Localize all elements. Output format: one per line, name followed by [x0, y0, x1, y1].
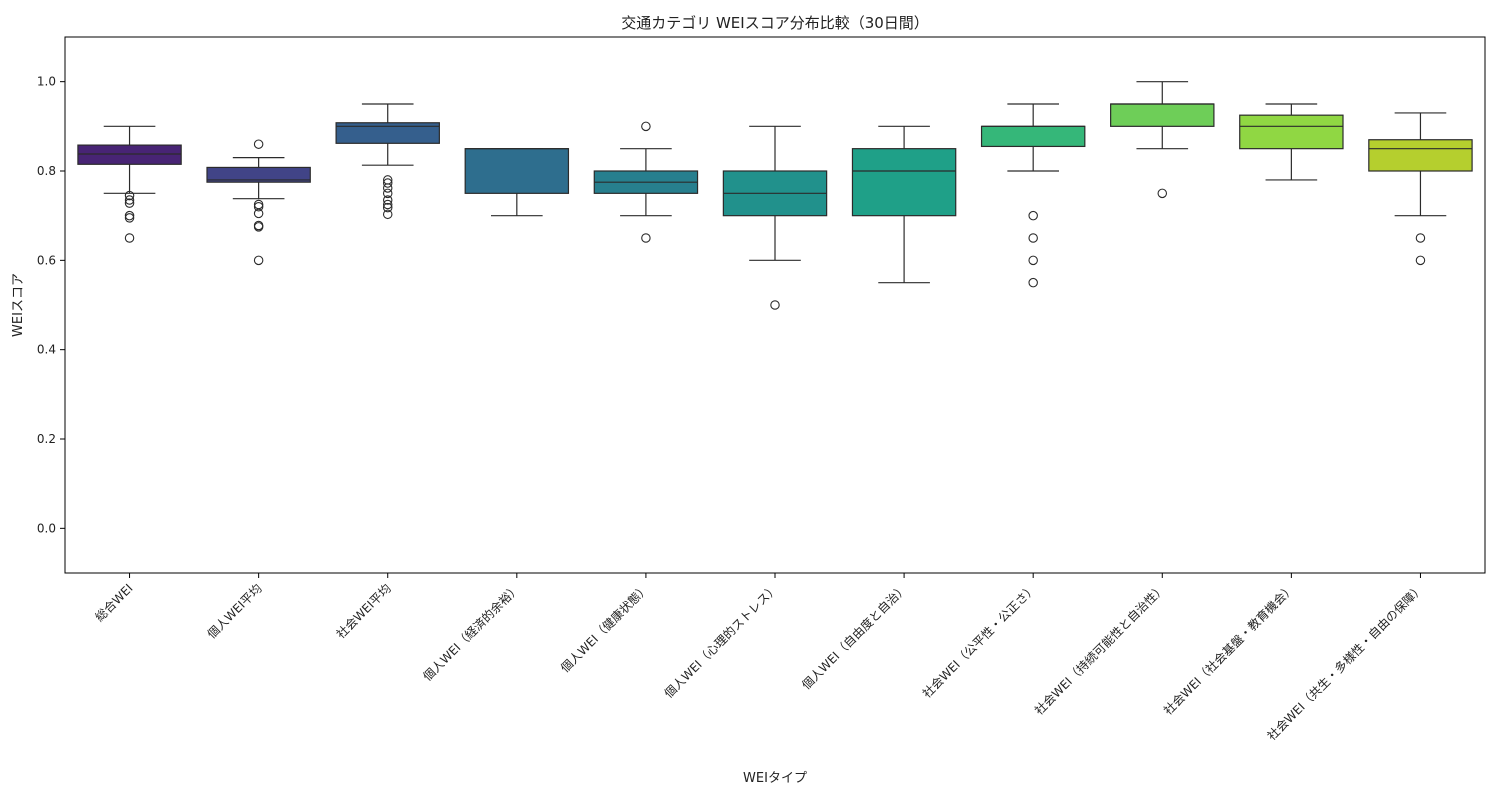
box-group	[1110, 81, 1215, 199]
box-group	[722, 125, 828, 310]
outlier-point	[1028, 210, 1038, 221]
x-tick-label: 社会WEI（共生・多様性・自由の保障）	[1264, 581, 1427, 744]
outlier-point	[1028, 277, 1038, 288]
chart-title: 交通カテゴリ WEIスコア分布比較（30日間）	[621, 14, 929, 32]
outlier-point	[253, 139, 264, 149]
outlier-point	[253, 208, 264, 219]
outlier-point	[124, 213, 135, 223]
box-group	[851, 125, 957, 284]
outlier-point	[382, 199, 393, 210]
box-group	[335, 103, 440, 220]
y-tick-label: 0.4	[37, 343, 56, 357]
outlier-point	[1157, 188, 1168, 199]
outlier-point	[124, 233, 135, 243]
outlier-point	[1028, 255, 1038, 266]
iqr-box	[1110, 103, 1215, 127]
y-tick-label: 0.0	[37, 521, 56, 535]
outlier-point	[382, 202, 393, 213]
y-tick-label: 0.8	[37, 164, 56, 178]
outlier-point	[382, 195, 393, 205]
outlier-point	[641, 233, 651, 243]
box-group	[464, 148, 570, 217]
outlier-point	[124, 195, 135, 205]
x-tick-label: 個人WEI（自由度と自治）	[798, 581, 910, 693]
x-tick-label: 個人WEI平均	[205, 581, 265, 641]
iqr-box	[206, 166, 311, 183]
outlier-point	[382, 183, 393, 193]
x-tick-label: 総合WEI	[92, 581, 136, 625]
outlier-point	[641, 121, 651, 132]
outlier-point	[382, 188, 393, 199]
outlier-point	[1415, 233, 1426, 243]
y-tick-label: 0.6	[37, 253, 56, 267]
outlier-point	[124, 198, 135, 208]
x-tick-label: 個人WEI（経済的余裕）	[420, 581, 523, 684]
outlier-point	[253, 222, 264, 232]
outlier-point	[382, 178, 393, 188]
iqr-box	[464, 148, 570, 194]
y-tick-label: 0.2	[37, 432, 56, 446]
box-group	[1239, 103, 1344, 181]
box-group	[206, 139, 311, 266]
iqr-box	[1368, 139, 1473, 172]
iqr-box	[335, 122, 440, 144]
box-group	[593, 121, 699, 243]
box-group	[77, 125, 182, 243]
outlier-point	[770, 300, 780, 310]
y-tick-label: 1.0	[37, 75, 56, 89]
outlier-point	[124, 210, 135, 221]
iqr-box	[851, 148, 957, 217]
outlier-point	[1028, 233, 1038, 243]
x-tick-label: 個人WEI（心理的ストレス）	[661, 581, 781, 701]
outlier-point	[253, 201, 264, 212]
outlier-point	[1415, 255, 1426, 266]
x-tick-label: 社会WEI平均	[333, 581, 394, 642]
x-tick-label: 個人WEI（健康状態）	[557, 581, 652, 676]
box-group	[1368, 112, 1473, 266]
iqr-box	[77, 144, 182, 165]
x-tick-label: 社会WEI（社会基盤・教育機会）	[1160, 581, 1297, 718]
plot-frame	[64, 36, 1486, 574]
outlier-point	[124, 190, 135, 201]
y-axis-label: WEIスコア	[11, 273, 26, 337]
x-axis-label: WEIタイプ	[743, 771, 807, 786]
outlier-point	[382, 209, 393, 220]
x-tick-label: 社会WEI（持続可能性と自治性）	[1031, 581, 1168, 718]
iqr-box	[1239, 114, 1344, 150]
iqr-box	[980, 125, 1086, 148]
outlier-point	[253, 255, 264, 266]
x-tick-label: 社会WEI（公平性・公正さ）	[919, 581, 1039, 701]
box-group	[980, 103, 1086, 288]
